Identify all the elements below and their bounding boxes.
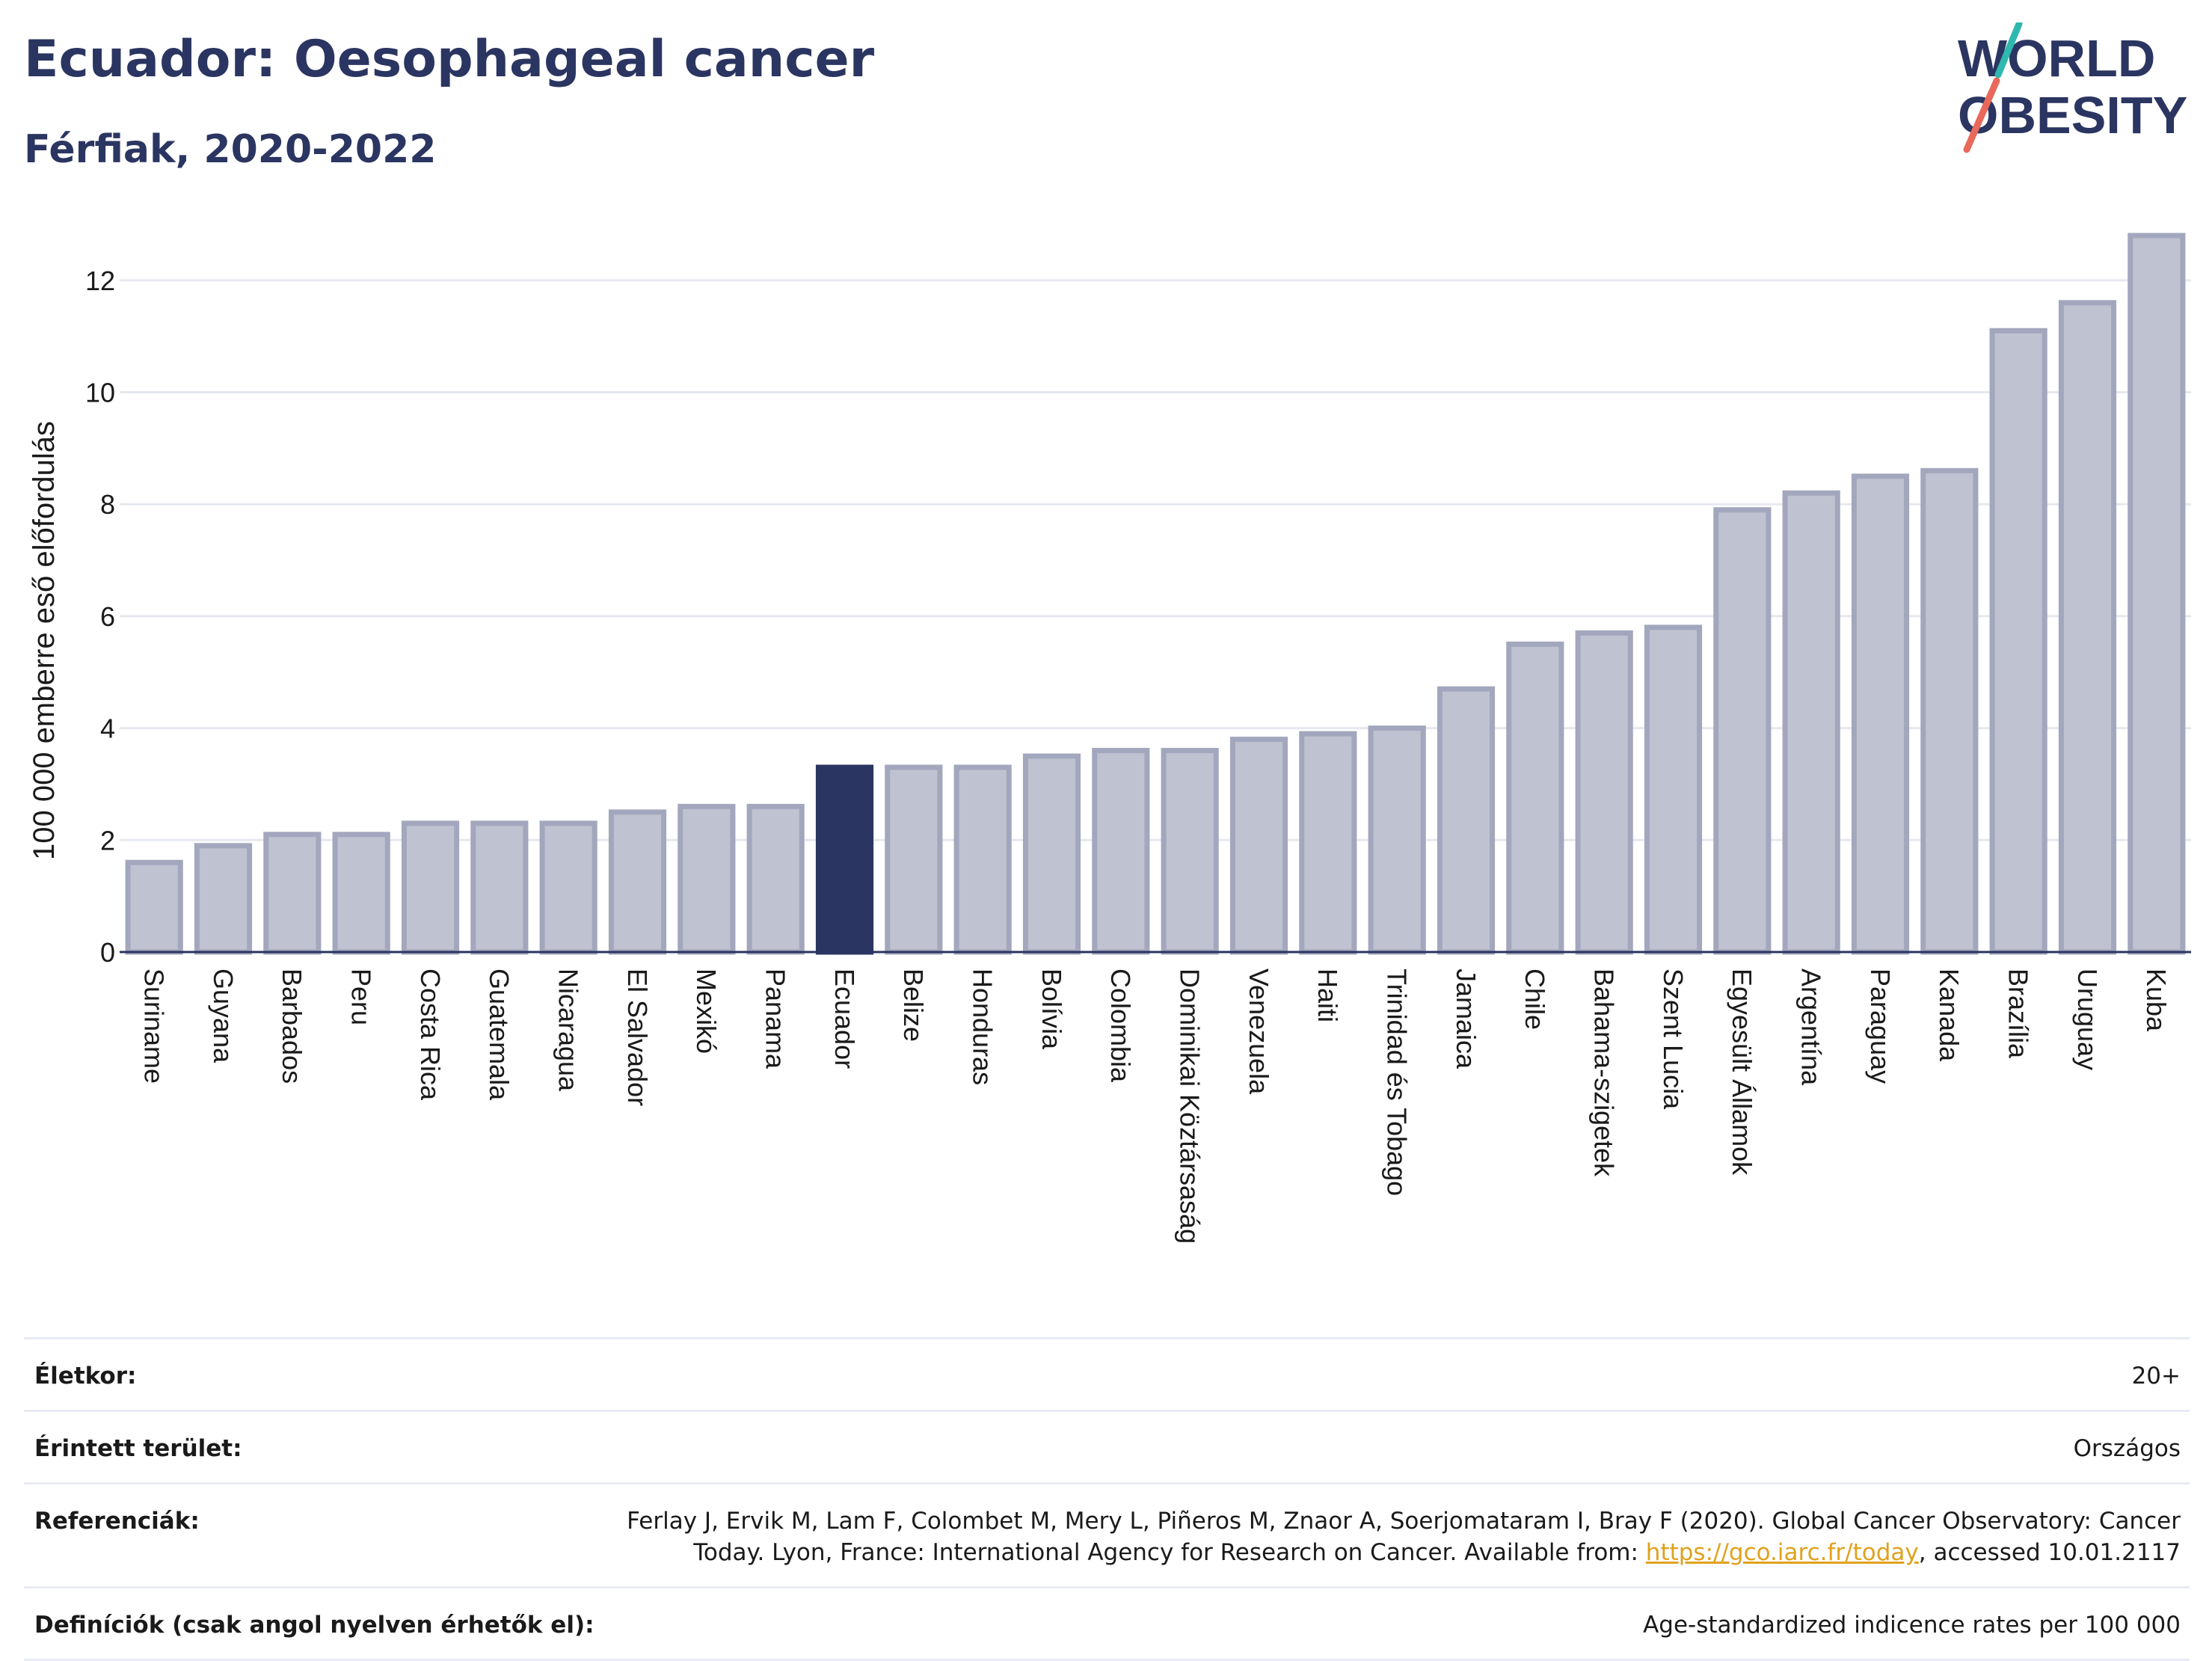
bar-highlighted — [815, 764, 874, 955]
bar — [1368, 725, 1426, 955]
logo-text-obesity: OBESITY — [1958, 86, 2187, 144]
references-label: Referenciák: — [34, 1508, 200, 1535]
bar — [1161, 748, 1219, 955]
bar — [1437, 686, 1496, 955]
area-label: Érintett terület: — [34, 1435, 242, 1462]
bar — [678, 803, 736, 955]
references-text: Ferlay J, Ervik M, Lam F, Colombet M, Me… — [627, 1508, 2181, 1566]
bar — [1229, 737, 1288, 955]
bar — [1782, 490, 1840, 955]
x-tick-label: Ecuador — [829, 968, 860, 1069]
info-row-references: Referenciák: Ferlay J, Ervik M, Lam F, C… — [24, 1482, 2190, 1586]
y-tick-label: 8 — [100, 489, 115, 520]
bar — [1506, 641, 1564, 955]
y-tick-labels: 0 2 4 6 8 10 12 — [85, 265, 115, 968]
bar — [1713, 507, 1772, 955]
bar — [1299, 731, 1357, 955]
bar — [608, 809, 667, 955]
references-value: Ferlay J, Ervik M, Lam F, Colombet M, Me… — [610, 1505, 2181, 1568]
logo-slash-top — [1994, 22, 2023, 79]
bar — [1989, 328, 2047, 955]
info-row-age: Életkor: 20+ — [24, 1337, 2190, 1410]
x-tick-label: Panama — [761, 968, 791, 1069]
x-tick-label: Jamaica — [1451, 968, 1481, 1069]
bar — [953, 764, 1012, 955]
y-tick-label: 10 — [85, 378, 115, 408]
bar — [194, 843, 253, 955]
y-tick-label: 12 — [85, 265, 115, 296]
x-tick-label: Bolívia — [1036, 968, 1067, 1050]
x-tick-label: Guatemala — [484, 968, 514, 1101]
bar — [746, 803, 805, 955]
age-label: Életkor: — [34, 1363, 137, 1390]
x-tick-label: Haiti — [1312, 968, 1343, 1022]
bar — [2058, 300, 2117, 955]
bar — [1644, 624, 1703, 955]
y-tick-label: 0 — [100, 937, 115, 968]
references-accessed: , accessed 10.01.2117 — [1918, 1539, 2181, 1566]
info-table: Életkor: 20+ Érintett terület: Országos … — [24, 1337, 2190, 1661]
x-tick-label: Venezuela — [1244, 968, 1274, 1095]
x-tick-label: Brazília — [2003, 968, 2034, 1059]
bar — [1851, 473, 1910, 955]
x-tick-label: Bahama-szigetek — [1589, 968, 1620, 1177]
x-tick-label: Kuba — [2141, 968, 2172, 1032]
x-tick-label: Barbados — [277, 968, 307, 1084]
x-tick-label: Colombia — [1105, 968, 1136, 1083]
x-tick-label: Dominikai Köztársaság — [1175, 968, 1205, 1244]
x-tick-label: Uruguay — [2072, 968, 2103, 1070]
references-link[interactable]: https://gco.iarc.fr/today — [1645, 1539, 1919, 1566]
logo-text-world: WORLD — [1958, 29, 2155, 87]
info-row-area: Érintett terület: Országos — [24, 1410, 2190, 1482]
bar — [539, 820, 597, 955]
age-value: 20+ — [2131, 1363, 2181, 1390]
x-tick-label: Paraguay — [1865, 968, 1896, 1084]
y-tick-label: 2 — [100, 825, 115, 856]
x-tick-label: Honduras — [968, 968, 998, 1085]
x-tick-label: Egyesült Államok — [1727, 968, 1757, 1176]
grid-lines — [120, 279, 2191, 841]
bar-chart: 0 2 4 6 8 10 12 Suriname Guyana Barbados Peru Cost… — [28, 233, 2191, 1244]
page-subtitle: Férfiak, 2020-2022 — [24, 127, 437, 172]
x-tick-label: Guyana — [208, 968, 239, 1063]
x-tick-label: Belize — [898, 968, 929, 1042]
area-value: Országos — [2073, 1435, 2181, 1462]
x-tick-label: Nicaragua — [553, 968, 584, 1092]
bar — [332, 832, 390, 955]
bars — [125, 233, 2186, 955]
x-tick-label: Costa Rica — [415, 968, 446, 1101]
x-tick-label: Mexikó — [691, 968, 722, 1054]
x-tick-label: El Salvador — [622, 968, 653, 1106]
x-tick-labels: Suriname Guyana Barbados Peru Costa Rica Guat… — [139, 968, 2172, 1244]
definitions-value: Age-standardized indicence rates per 100… — [1643, 1612, 2181, 1639]
x-tick-label: Suriname — [139, 968, 170, 1084]
y-tick-label: 6 — [100, 601, 115, 632]
y-tick-label: 4 — [100, 713, 115, 744]
x-tick-label: Argentína — [1796, 968, 1827, 1086]
y-axis-title: 100 000 emberre eső előfordulás — [28, 421, 61, 860]
info-row-definitions: Definíciók (csak angol nyelven érhetők e… — [24, 1586, 2190, 1661]
world-obesity-logo: WORLD OBESITY — [1958, 22, 2187, 153]
bar — [1575, 630, 1633, 955]
page-title: Ecuador: Oesophageal cancer — [24, 30, 875, 89]
definitions-label: Definíciók (csak angol nyelven érhetők e… — [34, 1612, 595, 1639]
x-tick-label: Szent Lucia — [1658, 968, 1689, 1110]
bar — [401, 820, 460, 955]
bar — [263, 832, 322, 955]
x-tick-label: Kanada — [1934, 968, 1964, 1062]
bar — [1022, 753, 1081, 955]
bar — [885, 764, 943, 955]
bar — [1092, 748, 1150, 955]
bar — [470, 820, 529, 955]
logo-slash-bottom — [1963, 77, 2000, 153]
bar — [125, 859, 183, 955]
x-tick-label: Trinidad és Tobago — [1382, 968, 1413, 1196]
bar — [1920, 467, 1979, 955]
x-tick-label: Peru — [346, 968, 377, 1025]
x-tick-label: Chile — [1520, 968, 1550, 1030]
bar — [2127, 233, 2186, 955]
